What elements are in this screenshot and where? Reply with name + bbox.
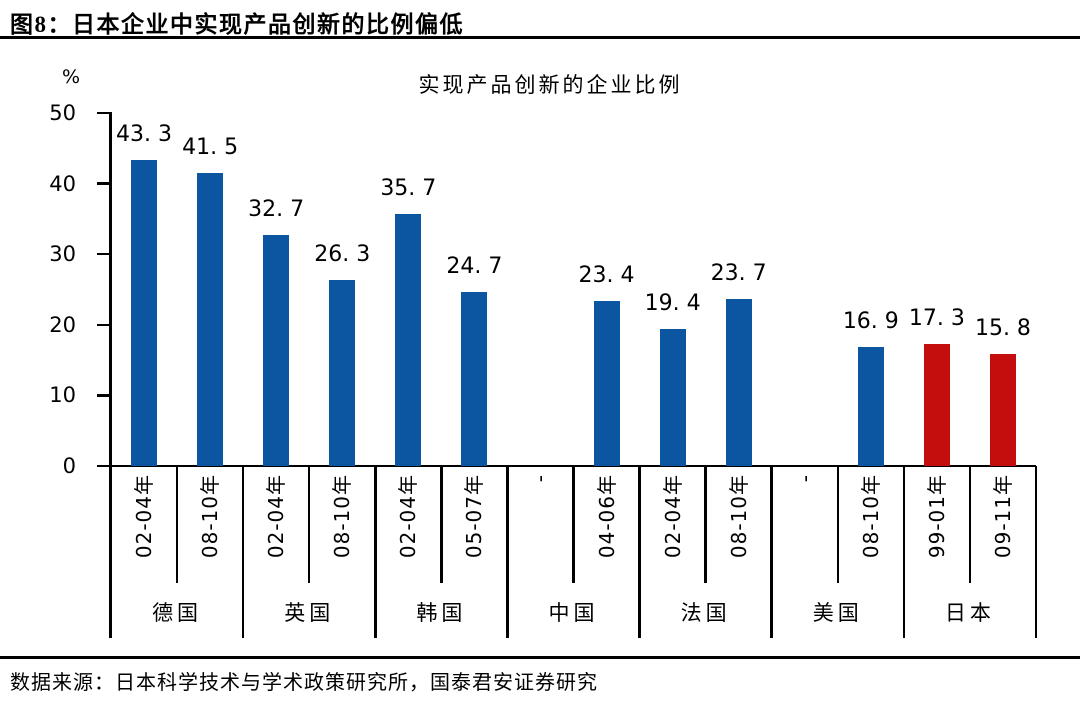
bar bbox=[725, 298, 752, 466]
bar bbox=[263, 235, 290, 466]
slot-divider-line bbox=[307, 466, 311, 583]
group-divider-line bbox=[902, 466, 906, 638]
bar-value-label: 41. 5 bbox=[182, 135, 239, 160]
bar bbox=[593, 300, 620, 466]
header-rule bbox=[0, 36, 1080, 39]
y-axis-line bbox=[109, 112, 112, 638]
y-tick-label: 20 bbox=[49, 312, 76, 337]
data-source-text: 数据来源：日本科学技术与学术政策研究所，国泰君安证券研究 bbox=[10, 672, 598, 694]
group-divider-line bbox=[374, 466, 377, 638]
bar-value-label: 16. 9 bbox=[842, 308, 899, 334]
year-tick-label: 08-10年 bbox=[726, 474, 751, 559]
group-divider-line bbox=[638, 466, 641, 638]
group-divider-line bbox=[241, 466, 245, 638]
year-tick-label: 08-10年 bbox=[330, 474, 355, 559]
country-group-label: 英国 bbox=[284, 601, 335, 625]
bar-value-label: 19. 4 bbox=[644, 291, 701, 317]
bar bbox=[131, 160, 158, 466]
y-tick-label: 50 bbox=[49, 101, 76, 125]
bar bbox=[197, 173, 224, 466]
bar-value-label: 24. 7 bbox=[446, 253, 503, 279]
slot-divider-line bbox=[836, 466, 840, 583]
bar bbox=[461, 291, 488, 466]
bar bbox=[659, 329, 686, 466]
country-group-label: 韩国 bbox=[416, 601, 467, 625]
bar bbox=[395, 213, 422, 466]
y-tick-label: 0 bbox=[62, 454, 76, 478]
year-tick-label: - bbox=[792, 474, 817, 483]
y-tick-label: 30 bbox=[49, 242, 76, 267]
country-group-label: 中国 bbox=[548, 601, 599, 625]
y-tick bbox=[97, 182, 111, 185]
y-tick bbox=[97, 252, 111, 256]
year-tick-label: 02-04年 bbox=[264, 474, 289, 559]
country-group-label: 日本 bbox=[944, 601, 995, 625]
year-tick-label: 04-06年 bbox=[594, 474, 619, 559]
bar-value-label: 15. 8 bbox=[974, 316, 1031, 342]
bar bbox=[989, 354, 1016, 466]
slot-divider-line bbox=[175, 466, 179, 583]
year-tick-label: 02-04年 bbox=[132, 474, 157, 559]
y-tick bbox=[97, 323, 111, 327]
bar-value-label: 32. 7 bbox=[248, 197, 305, 223]
year-tick-label: 02-04年 bbox=[396, 474, 421, 559]
slot-divider-line bbox=[968, 466, 972, 583]
chart-title: 实现产品创新的企业比例 bbox=[418, 73, 683, 97]
slot-divider-line bbox=[572, 466, 575, 583]
year-tick-label: 02-04年 bbox=[660, 474, 685, 559]
bar-value-label: 43. 3 bbox=[116, 122, 173, 148]
year-tick-label: - bbox=[528, 474, 553, 483]
group-divider-line bbox=[770, 466, 773, 638]
bar-value-label: 17. 3 bbox=[908, 305, 965, 331]
year-tick-label: 08-10年 bbox=[858, 474, 883, 559]
bar-value-label: 26. 3 bbox=[314, 242, 371, 268]
bar-value-label: 23. 7 bbox=[710, 260, 767, 286]
bar bbox=[329, 280, 356, 466]
year-tick-label: 09-11年 bbox=[990, 474, 1015, 559]
country-group-label: 美国 bbox=[812, 601, 863, 625]
bar-value-label: 35. 7 bbox=[380, 175, 437, 201]
figure-header-title: 图8：日本企业中实现产品创新的比例偏低 bbox=[10, 12, 464, 37]
bar bbox=[923, 343, 950, 466]
y-tick-label: 40 bbox=[49, 171, 76, 196]
y-tick-label: 10 bbox=[49, 383, 76, 408]
y-tick bbox=[97, 394, 111, 397]
y-tick bbox=[97, 111, 111, 115]
year-tick-label: 08-10年 bbox=[198, 474, 223, 559]
bar bbox=[857, 346, 884, 466]
year-tick-label: 99-01年 bbox=[924, 474, 949, 559]
bar-value-label: 23. 4 bbox=[578, 262, 635, 288]
country-group-label: 法国 bbox=[680, 601, 731, 625]
slot-divider-line bbox=[704, 466, 707, 583]
y-axis-unit-label: % bbox=[62, 66, 81, 88]
footer-rule bbox=[0, 656, 1080, 659]
country-group-label: 德国 bbox=[152, 601, 203, 625]
x-axis-baseline bbox=[97, 464, 1036, 468]
slot-divider-line bbox=[440, 466, 443, 583]
group-divider-line bbox=[506, 466, 509, 638]
axis-right-border bbox=[1034, 466, 1038, 638]
year-tick-label: 05-07年 bbox=[462, 474, 487, 559]
